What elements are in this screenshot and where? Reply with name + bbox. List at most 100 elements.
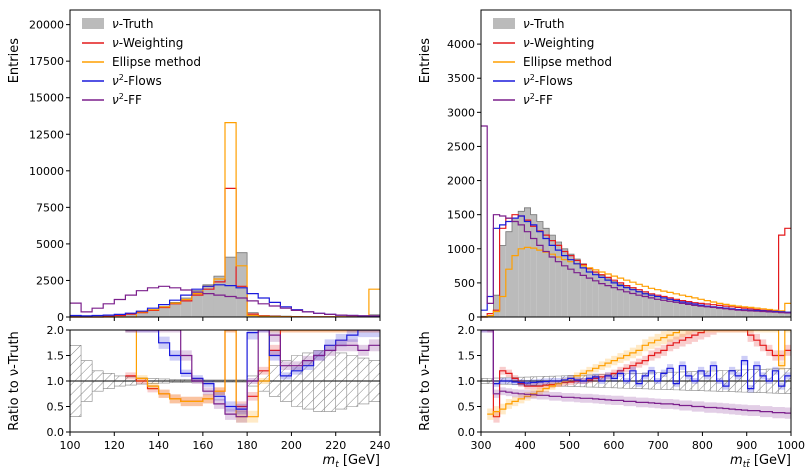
legend-label-nu-truth: ν-Truth: [523, 17, 564, 31]
legend-label-nu-weighting: ν-Weighting: [112, 36, 183, 50]
bar-nu-truth-1: [487, 315, 494, 317]
bar-nu-truth-14: [225, 257, 237, 317]
bar-nu-truth-16: [247, 312, 259, 317]
ytick-label: 0.5: [458, 401, 476, 414]
xtick-label: 220: [325, 439, 346, 452]
bar-nu-truth-13: [213, 276, 225, 317]
series-ellipse-method: [481, 246, 791, 318]
band-nu-weighting: [125, 330, 380, 412]
ytick-label: 2500: [36, 274, 64, 287]
line-nu-weighting: [481, 214, 791, 318]
bar-nu-truth-9: [536, 221, 543, 317]
bar-nu-truth-27: [648, 295, 655, 317]
bar-nu-truth-15: [574, 259, 581, 317]
panel-top-left: 0 2500 5000 7500 10000 12500 15000 17500 20000 En…: [7, 9, 381, 324]
xtick-label: 500: [559, 439, 580, 452]
xtick-label: 600: [603, 439, 624, 452]
series-nu-weighting: [487, 330, 791, 423]
line-nu2-flows: [481, 330, 791, 390]
bar-nu-truth-46: [766, 311, 773, 317]
xtick-label: 1000: [777, 439, 805, 452]
legend-swatch-nu-truth: [82, 18, 104, 29]
xtick-label: 100: [60, 439, 81, 452]
y-axis-label: Ratio to ν-Truth: [7, 331, 22, 431]
legend-label-nu2-ff: ν2-FF: [112, 92, 142, 107]
ytick-label: 12500: [29, 128, 64, 141]
bar-nu-truth-3: [499, 245, 506, 317]
bar-nu-truth-38: [716, 307, 723, 317]
ytick-label: 1.5: [458, 350, 476, 363]
bar-nu-truth-43: [747, 310, 754, 317]
ytick-label: 0: [468, 311, 475, 324]
bar-nu-truth-19: [598, 275, 605, 317]
bar-nu-truth-12: [555, 242, 562, 317]
series-ellipse-method: [125, 330, 380, 423]
series-nu2-flows: [481, 330, 791, 393]
bar-nu-truth-10: [180, 298, 192, 317]
xtick-label: 120: [104, 439, 125, 452]
ytick-label: 1.5: [47, 350, 65, 363]
bar-nu-truth-36: [704, 306, 711, 317]
bar-nu-truth-32: [679, 302, 686, 317]
bar-nu-truth-49: [784, 312, 791, 317]
ytick-label: 2.0: [458, 324, 476, 337]
line-nu2-flows: [481, 215, 791, 313]
ytick-label: 3500: [447, 72, 475, 85]
ytick-label: 0: [57, 311, 64, 324]
bar-nu-truth-17: [586, 267, 593, 317]
xtick-label: 140: [148, 439, 169, 452]
line-nu2-ff: [70, 285, 380, 317]
bar-nu-truth-39: [722, 308, 729, 317]
legend: ν-Truth ν-Weighting Ellipse method ν2-Flows…: [493, 17, 612, 107]
bar-nu-truth-33: [685, 303, 692, 317]
series-nu-weighting: [481, 214, 791, 318]
bar-nu-truth-11: [549, 235, 556, 317]
series-nu2-ff: [125, 330, 380, 423]
xtick-label: 300: [471, 439, 492, 452]
band-nu2-ff: [125, 330, 380, 423]
xtick-label: 240: [370, 439, 391, 452]
line-nu-weighting: [487, 330, 791, 418]
line-ellipse-method: [125, 330, 380, 418]
bar-nu-truth-16: [580, 263, 587, 317]
bar-nu-truth-5: [125, 314, 137, 317]
legend-swatch-nu-truth: [493, 18, 515, 29]
bar-nu-truth-44: [753, 310, 760, 317]
bar-nu-truth-2: [493, 295, 500, 317]
bar-nu-truth-18: [592, 272, 599, 317]
panel-top-right: 0 500 1000 1500 2000 2500 3000 3500 4000 Entries ν…: [418, 9, 792, 324]
bar-nu-truth-6: [136, 312, 148, 317]
bar-nu-truth-25: [636, 291, 643, 317]
ytick-label: 1.0: [47, 375, 65, 388]
bar-nu-truth-11: [191, 290, 203, 317]
bar-nu-truth-23: [623, 287, 630, 317]
band-ellipse-method: [487, 330, 791, 420]
legend-label-ellipse-method: Ellipse method: [112, 55, 201, 69]
bar-nu-truth-45: [760, 310, 767, 317]
y-axis-label: Entries: [418, 38, 433, 84]
bar-nu-truth-12: [202, 284, 214, 317]
ytick-label: 20000: [29, 19, 64, 32]
y-axis-label: Entries: [7, 38, 22, 84]
axes-frame: [69, 9, 381, 318]
bar-nu-truth-40: [729, 308, 736, 317]
legend-label-nu2-flows: ν2-Flows: [112, 73, 162, 88]
bar-nu-truth-37: [710, 306, 717, 317]
x-axis-label: mt [GeV]: [323, 453, 380, 468]
series-nu2-ff: [481, 125, 791, 314]
legend-label-nu2-flows: ν2-Flows: [523, 73, 573, 88]
bar-nu-truth-8: [158, 306, 170, 317]
bar-nu-truth-9: [169, 302, 181, 317]
ytick-label: 0.5: [47, 401, 65, 414]
bar-nu-truth-35: [698, 305, 705, 317]
bar-nu-truth-26: [642, 293, 649, 317]
ytick-label: 2500: [447, 140, 475, 153]
legend-label-nu2-ff: ν2-FF: [523, 92, 553, 107]
xtick-label: 160: [192, 439, 213, 452]
ytick-label: 0.0: [47, 426, 65, 439]
bar-nu-truth-41: [735, 309, 742, 317]
ytick-label: 2.0: [47, 324, 65, 337]
line-nu2-ff: [481, 125, 791, 314]
legend-label-nu-weighting: ν-Weighting: [523, 36, 594, 50]
